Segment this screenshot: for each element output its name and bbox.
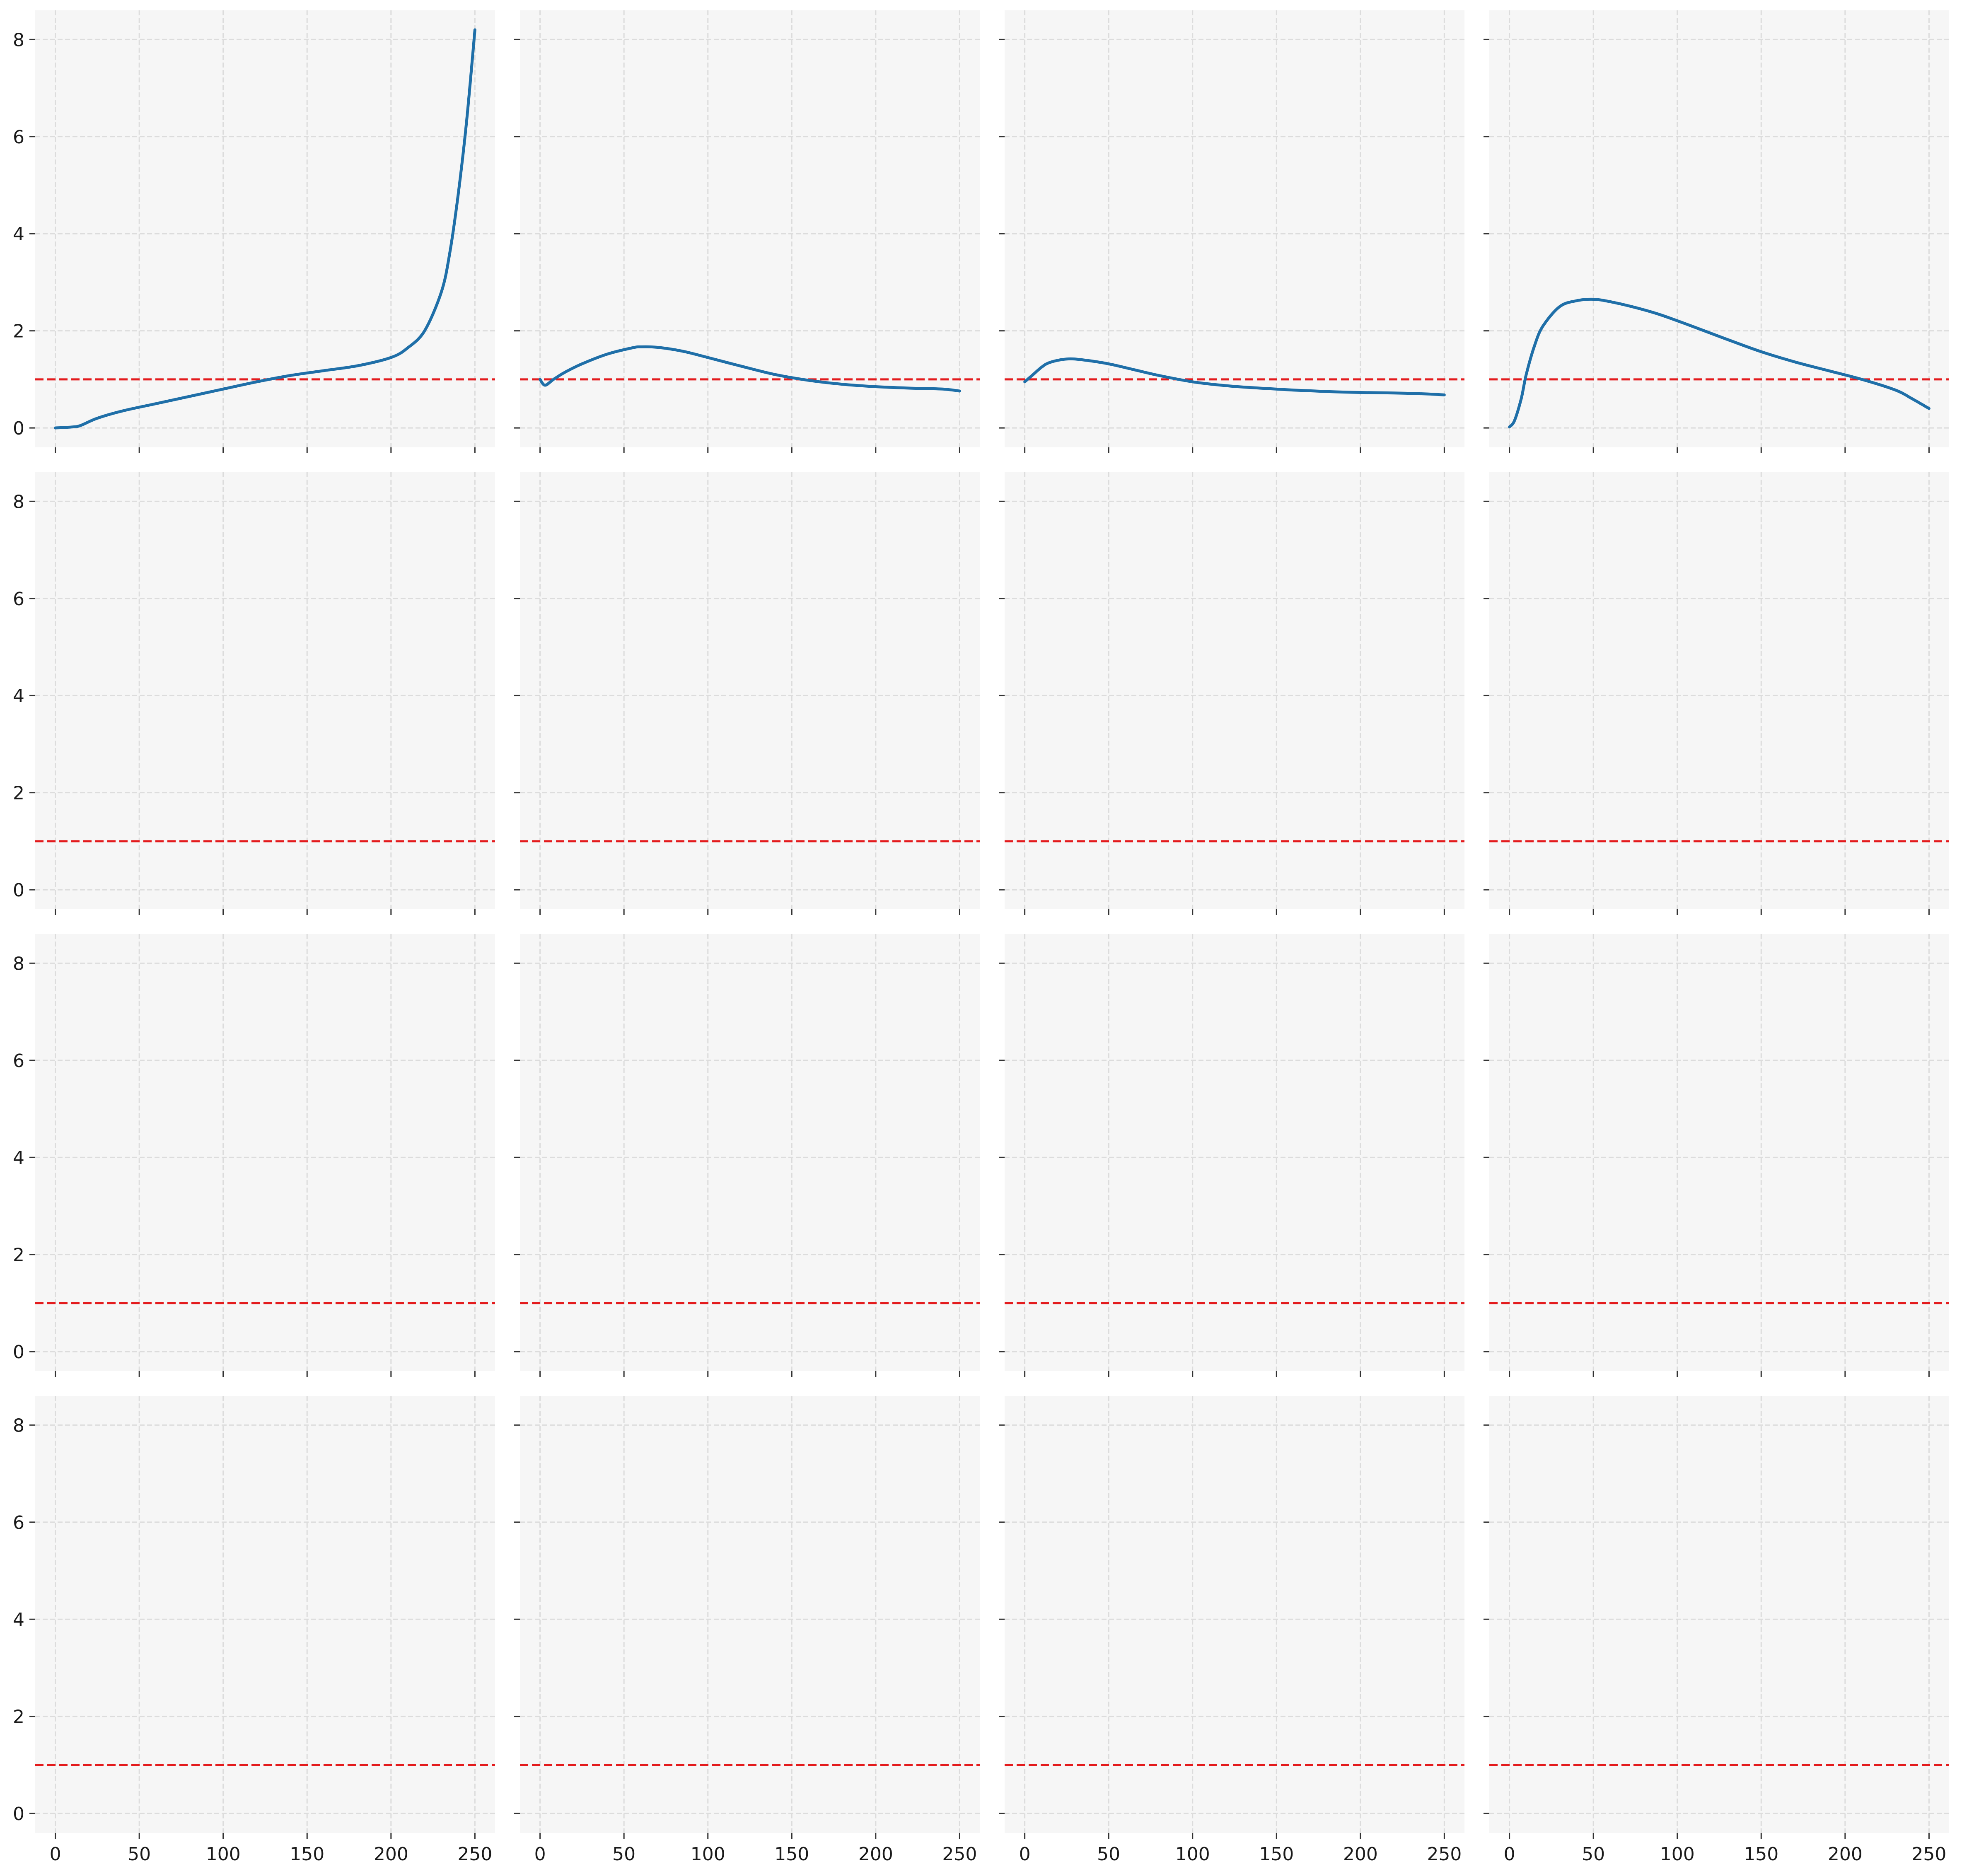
plot-area xyxy=(1489,10,1949,447)
series-line xyxy=(1023,357,1446,396)
plot-area xyxy=(1005,472,1464,909)
plot-area xyxy=(520,10,980,447)
y-tick-label: 4 xyxy=(13,1609,24,1630)
panels: 0 2 4 6 8 0 2 4 6 8 0 2 4 6 8 0 2 4 6 8 0 50 100 150 200 250 0 50 10… xyxy=(13,10,1949,1865)
series-line xyxy=(54,28,476,430)
plot-area xyxy=(35,472,495,909)
x-tick-label: 100 xyxy=(206,1844,241,1865)
plot-area xyxy=(1005,1396,1464,1833)
panel-3-4 xyxy=(1484,934,1949,1377)
x-tick-label: 150 xyxy=(774,1844,809,1865)
x-tick-label: 250 xyxy=(942,1844,977,1865)
plot-area xyxy=(1489,934,1949,1371)
plot-area xyxy=(1489,472,1949,909)
y-tick-label: 8 xyxy=(13,491,24,512)
plot-area xyxy=(1005,934,1464,1371)
panel-2-1: 0 2 4 6 8 xyxy=(13,472,495,915)
x-tick-label: 0 xyxy=(50,1844,61,1865)
panel-1-3 xyxy=(999,10,1464,453)
x-tick-label: 100 xyxy=(691,1844,725,1865)
x-tick-label: 100 xyxy=(1175,1844,1210,1865)
x-tick-label: 100 xyxy=(1660,1844,1695,1865)
x-tick-label: 200 xyxy=(1828,1844,1863,1865)
plot-area xyxy=(520,1396,980,1833)
panel-3-1: 0 2 4 6 8 xyxy=(13,934,495,1377)
y-tick-label: 6 xyxy=(13,1050,24,1072)
series-line xyxy=(1508,297,1931,429)
y-tick-label: 6 xyxy=(13,127,24,148)
x-tick-label: 0 xyxy=(534,1844,546,1865)
plot-area xyxy=(35,934,495,1371)
panel-4-3: 0 50 100 150 200 250 xyxy=(999,1396,1464,1865)
x-tick-label: 250 xyxy=(1427,1844,1462,1865)
x-tick-label: 50 xyxy=(1097,1844,1120,1865)
panel-3-2 xyxy=(514,934,980,1377)
y-tick-label: 0 xyxy=(13,880,24,901)
panel-4-1: 0 2 4 6 8 0 50 100 150 200 250 xyxy=(13,1396,495,1865)
y-tick-label: 4 xyxy=(13,224,24,245)
panel-4-2: 0 50 100 150 200 250 xyxy=(514,1396,980,1865)
x-tick-label: 250 xyxy=(1911,1844,1946,1865)
panel-2-3 xyxy=(999,472,1464,915)
y-tick-label: 4 xyxy=(13,686,24,707)
y-tick-label: 2 xyxy=(13,1245,24,1266)
x-tick-label: 0 xyxy=(1019,1844,1031,1865)
panel-3-3 xyxy=(999,934,1464,1377)
y-tick-label: 4 xyxy=(13,1147,24,1169)
x-tick-label: 200 xyxy=(1343,1844,1378,1865)
y-tick-label: 0 xyxy=(13,1342,24,1363)
plot-area xyxy=(35,10,495,447)
y-tick-label: 6 xyxy=(13,589,24,610)
x-tick-label: 200 xyxy=(858,1844,893,1865)
x-tick-label: 150 xyxy=(1744,1844,1778,1865)
x-tick-label: 250 xyxy=(457,1844,492,1865)
plot-area xyxy=(520,934,980,1371)
x-tick-label: 0 xyxy=(1504,1844,1515,1865)
plot-area xyxy=(1005,10,1464,447)
x-tick-label: 200 xyxy=(374,1844,408,1865)
y-tick-label: 0 xyxy=(13,1804,24,1825)
y-tick-label: 2 xyxy=(13,1707,24,1728)
x-tick-label: 50 xyxy=(612,1844,635,1865)
plot-area xyxy=(35,1396,495,1833)
y-tick-label: 0 xyxy=(13,418,24,439)
x-tick-label: 50 xyxy=(128,1844,151,1865)
panel-1-4 xyxy=(1484,10,1949,453)
panel-1-1: 0 2 4 6 8 xyxy=(13,10,495,453)
plot-area xyxy=(520,472,980,909)
y-tick-label: 2 xyxy=(13,783,24,804)
x-tick-label: 150 xyxy=(1259,1844,1294,1865)
panel-1-2 xyxy=(514,10,980,453)
y-tick-label: 2 xyxy=(13,321,24,342)
panel-4-4: 0 50 100 150 200 250 xyxy=(1484,1396,1949,1865)
plot-area xyxy=(1489,1396,1949,1833)
y-tick-label: 6 xyxy=(13,1512,24,1533)
x-tick-label: 150 xyxy=(290,1844,324,1865)
panel-2-4 xyxy=(1484,472,1949,915)
series-line xyxy=(539,345,961,393)
y-tick-label: 8 xyxy=(13,953,24,974)
x-tick-label: 50 xyxy=(1582,1844,1605,1865)
y-tick-label: 8 xyxy=(13,1415,24,1436)
y-tick-label: 8 xyxy=(13,29,24,51)
panel-2-2 xyxy=(514,472,980,915)
